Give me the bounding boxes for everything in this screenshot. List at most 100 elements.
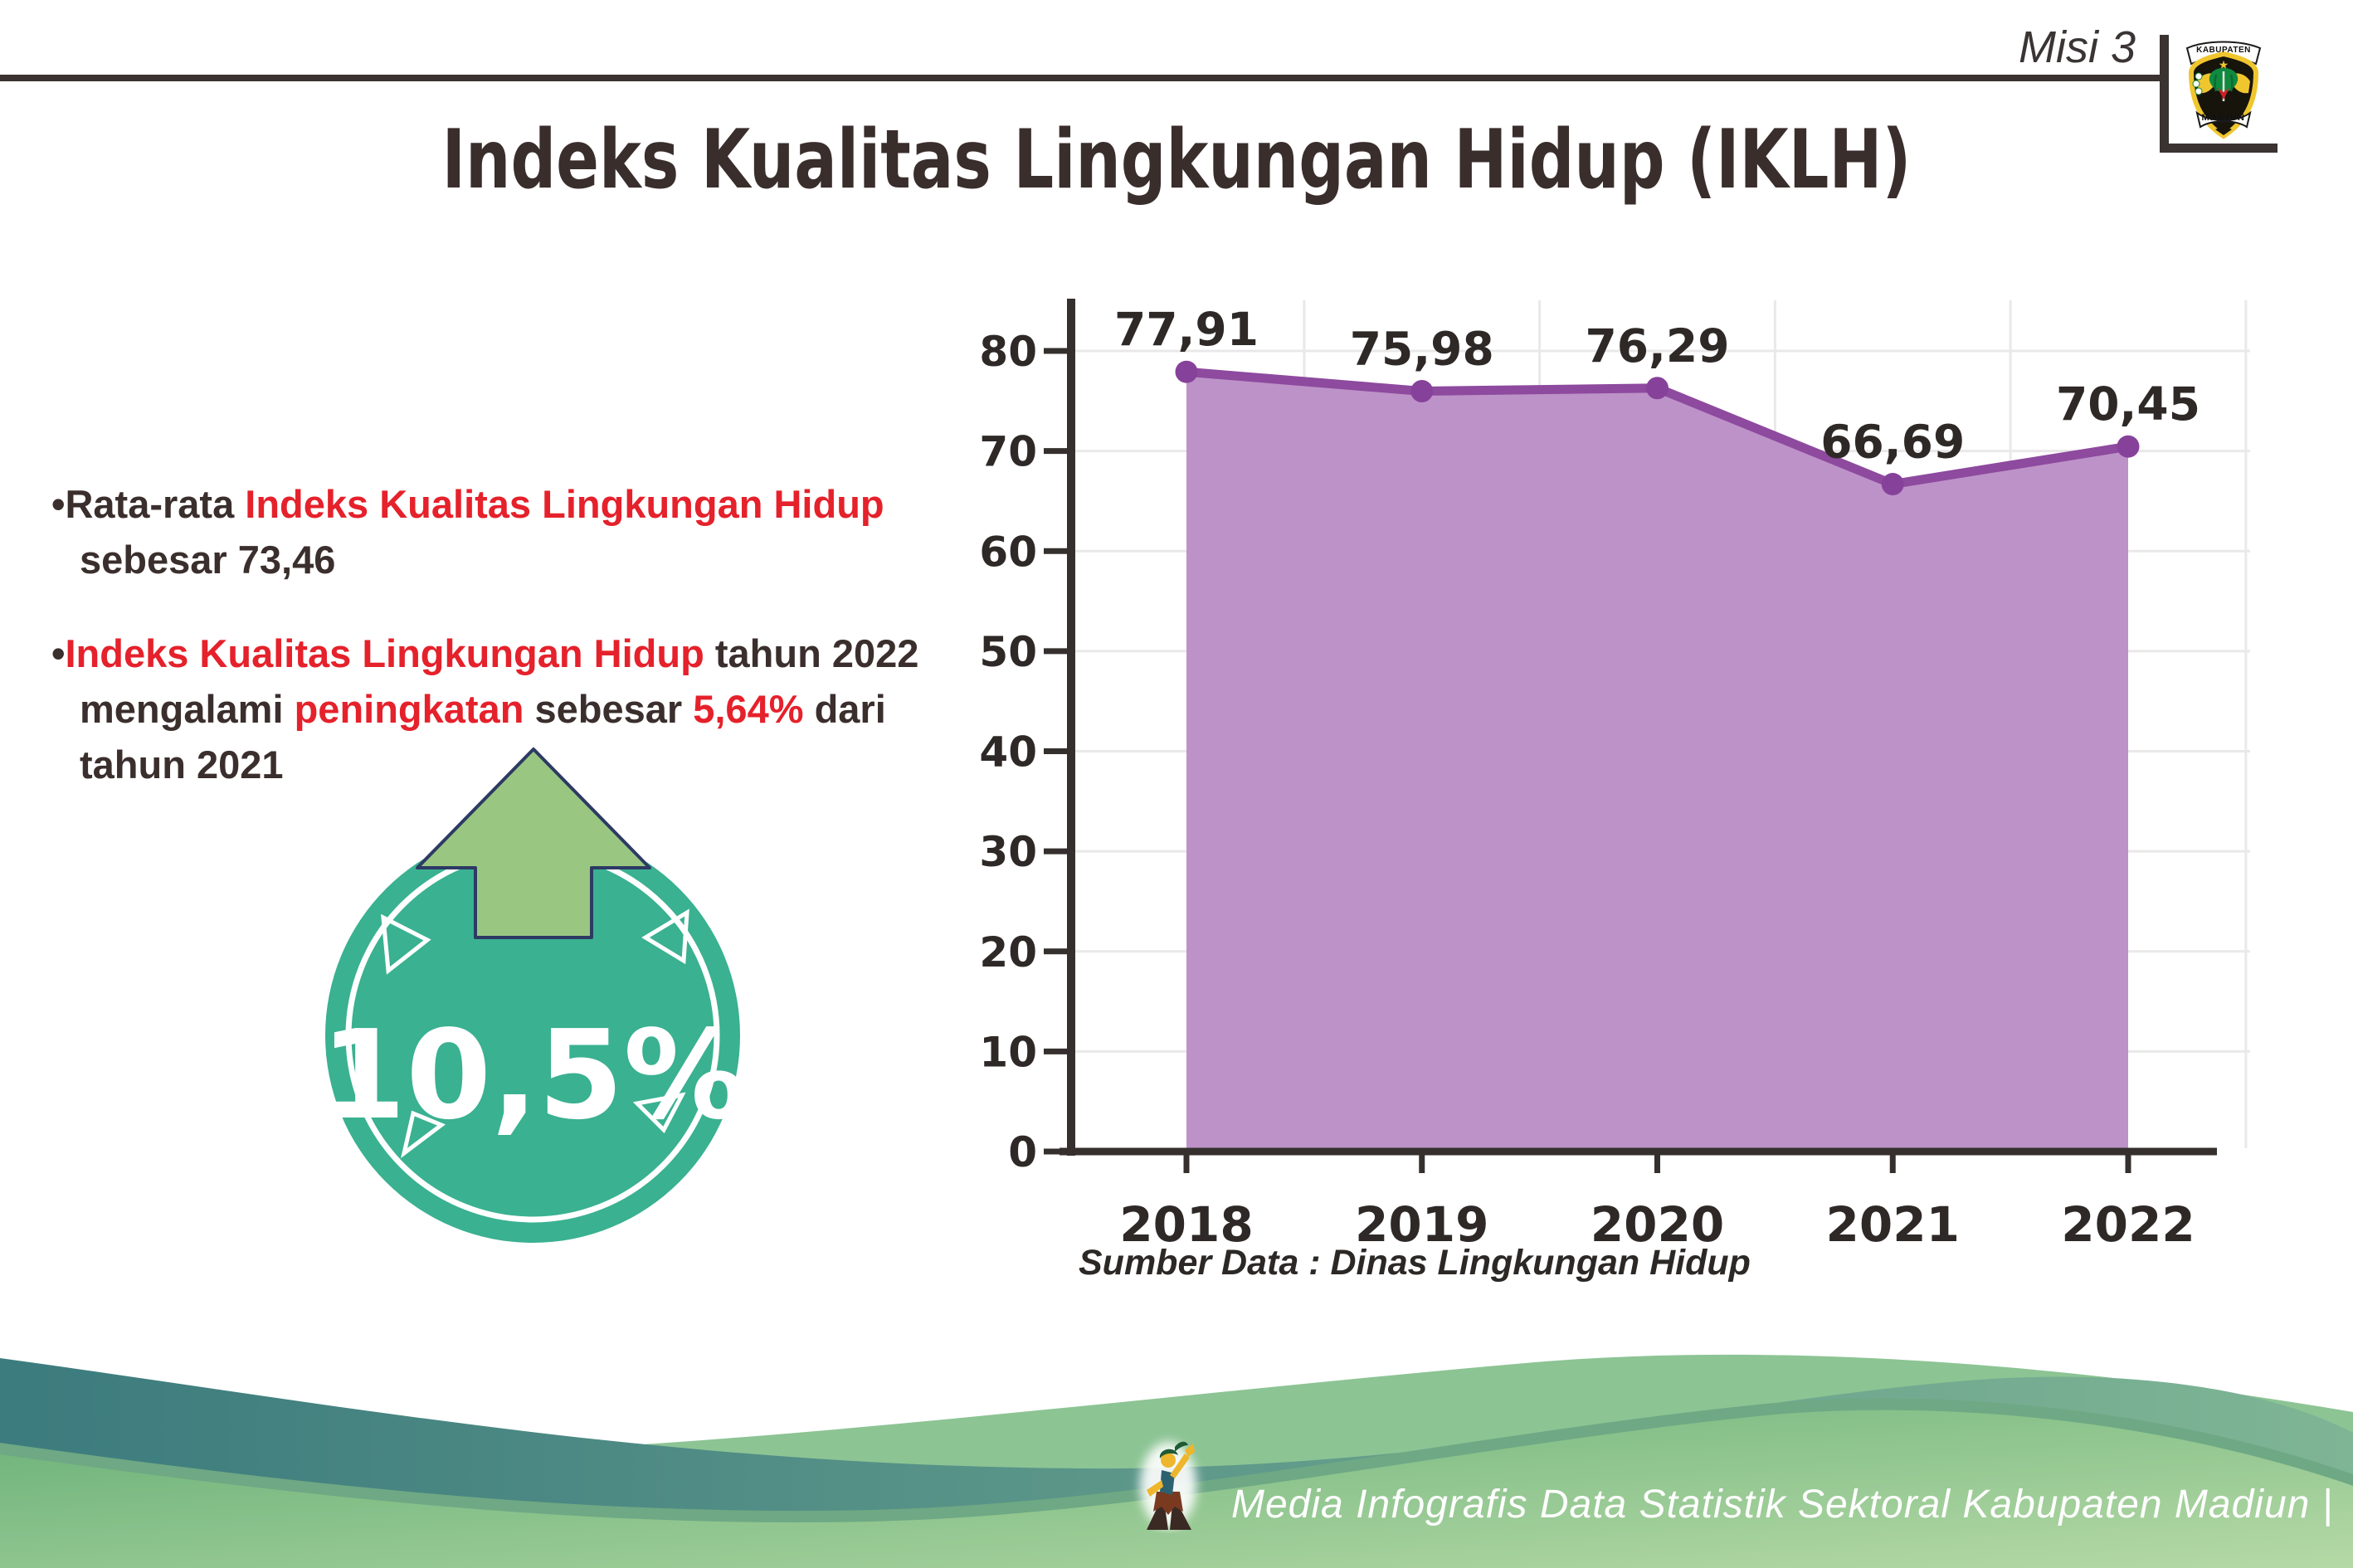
footer-caption: Media Infografis Data Statistik Sektoral… [1231, 1483, 2334, 1527]
y-tick-label: 20 [979, 928, 1037, 976]
source-note: Sumber Data : Dinas Lingkungan Hidup [1079, 1243, 1751, 1283]
logo-cotton [2195, 87, 2203, 95]
mascot-torso [1160, 1470, 1175, 1495]
data-point-value-label: 66,69 [1820, 416, 1965, 469]
logo-top-text: KABUPATEN [2196, 46, 2251, 55]
x-tick-label: 2019 [1355, 1196, 1488, 1253]
logo-tree-strand [2214, 74, 2218, 92]
x-tick-label: 2018 [1119, 1196, 1253, 1253]
data-point-dot [1881, 473, 1904, 496]
bullet-text-segment: peningkatan [294, 687, 524, 731]
bullet-text-segment: Indeks Kualitas Lingkungan Hidup [65, 631, 704, 675]
data-point-value-label: 76,29 [1586, 319, 1730, 373]
data-point-value-label: 70,45 [2056, 377, 2200, 431]
badge-tick-icon [381, 913, 431, 975]
bullet-line: •Indeks Kualitas Lingkungan Hidup tahun … [51, 626, 1022, 681]
logo-cotton [2195, 72, 2203, 80]
y-tick-label: 40 [979, 728, 1037, 777]
footer-waves [0, 1354, 2353, 1568]
x-tick [1419, 1155, 1425, 1173]
y-tick [1044, 1048, 1069, 1054]
bullet-text-segment: Indeks Kualitas Lingkungan Hidup [245, 482, 884, 526]
bullet-item: •Rata-rata Indeks Kualitas Lingkungan Hi… [51, 476, 1022, 587]
y-tick-label: 60 [979, 528, 1037, 576]
iklh-area-chart: 0 10 20 30 40 50 60 70 80 2018 2019 2020 2021 2022 77,… [979, 299, 2250, 1253]
y-tick [1044, 448, 1069, 455]
up-arrow-icon [416, 747, 651, 939]
y-tick [1044, 548, 1069, 554]
increase-badge: 10,5% [320, 747, 747, 1243]
y-tick-label: 0 [1008, 1128, 1037, 1176]
bullet-line: •Rata-rata Indeks Kualitas Lingkungan Hi… [51, 476, 1022, 532]
y-tick-label: 50 [979, 628, 1037, 676]
bullet-text-segment: mengalami [80, 687, 295, 731]
bullet-text-segment: 5,64% [693, 687, 804, 731]
y-tick [1044, 1148, 1069, 1155]
data-point-value-label: 77,91 [1114, 303, 1259, 356]
mascot-hand [1185, 1444, 1195, 1457]
y-tick-label: 80 [979, 328, 1037, 376]
logo-tree-strand [2229, 74, 2234, 92]
misi-label: Misi 3 [2018, 22, 2136, 72]
y-tick [1044, 848, 1069, 855]
bullet-line: mengalami peningkatan sebesar 5,64% dari [51, 681, 1022, 737]
bullet-text-segment: tahun 2021 [80, 743, 284, 786]
y-tick-label: 30 [979, 828, 1037, 876]
summary-bullets: •Rata-rata Indeks Kualitas Lingkungan Hi… [51, 476, 1022, 830]
y-tick-label: 70 [979, 428, 1037, 476]
x-tick [1654, 1155, 1660, 1173]
logo-frame-vertical [2160, 35, 2169, 153]
mascot-icon [1140, 1441, 1196, 1530]
bullet-text-segment: sebesar [524, 687, 694, 731]
logo-frame-horizontal [2160, 144, 2277, 153]
data-point-dot [2117, 435, 2140, 458]
bullet-text-segment: Rata-rata [65, 482, 246, 526]
x-tick-label: 2021 [1826, 1196, 1960, 1253]
bullet-text-segment: dari [803, 687, 886, 731]
mascot-feather [1175, 1441, 1188, 1452]
badge-tick-icon [401, 1110, 446, 1159]
badge-value: 10,5% [320, 1004, 746, 1147]
wave-green-body [0, 1410, 2353, 1568]
bullet-line: sebesar 73,46 [51, 532, 1022, 587]
y-tick [1044, 648, 1069, 655]
kabupaten-madiun-logo: ★ KABUPATEN MADIUN [2185, 41, 2262, 139]
x-tick [2125, 1155, 2131, 1173]
mascot-cap [1159, 1449, 1178, 1458]
x-tick-label: 2020 [1591, 1196, 1724, 1253]
area-fill [1186, 372, 2128, 1148]
data-point-dot [1646, 377, 1669, 400]
logo-banner-bottom [2195, 110, 2252, 129]
data-point-dot [1175, 360, 1198, 383]
logo-ribbon-red [2218, 88, 2229, 100]
x-tick [1183, 1155, 1190, 1173]
y-tick [1044, 348, 1069, 354]
y-tick-label: 10 [979, 1028, 1037, 1076]
data-point-value-label: 75,98 [1350, 322, 1494, 375]
logo-bottom-text: MADIUN [2202, 113, 2246, 123]
bullet-item: •Indeks Kualitas Lingkungan Hidup tahun … [51, 626, 1022, 792]
bullet-text-segment: • [51, 631, 66, 675]
x-axis-line [1060, 1147, 2217, 1156]
x-tick [1889, 1155, 1896, 1173]
mascot-skirt [1153, 1492, 1183, 1515]
bullet-line: tahun 2021 [51, 737, 1022, 792]
mascot-head [1161, 1453, 1176, 1468]
x-tick-label: 2022 [2061, 1196, 2195, 1253]
header-rule [0, 75, 2161, 81]
y-axis-line [1067, 299, 1075, 1156]
bullet-text-segment: tahun 2022 [704, 631, 919, 675]
y-tick [1044, 948, 1069, 955]
logo-tassel [2215, 126, 2232, 135]
badge-tick-icon [641, 908, 689, 965]
mascot-arm-up [1170, 1454, 1190, 1478]
bullet-text-segment: sebesar 73,46 [80, 538, 336, 582]
page-title: Indeks Kualitas Lingkungan Hidup (IKLH) [441, 113, 1912, 207]
bullet-text-segment: • [51, 482, 66, 526]
y-tick [1044, 748, 1069, 754]
mascot-arm-out [1147, 1480, 1163, 1497]
badge-circle [325, 828, 740, 1243]
badge-tick-icon [632, 1092, 686, 1134]
logo-cotton [2192, 80, 2200, 88]
data-point-dot [1410, 379, 1434, 402]
